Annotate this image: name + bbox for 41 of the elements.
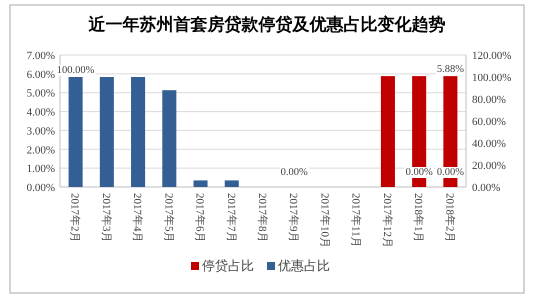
chart-title: 近一年苏州首套房贷款停贷及优惠占比变化趋势	[88, 15, 446, 34]
x-tick-label: 2018年1月	[412, 193, 424, 242]
bar	[100, 77, 114, 187]
bar	[131, 77, 146, 187]
x-tick-label: 2017年4月	[131, 193, 144, 242]
y-tick-label: 1.00%	[26, 163, 55, 176]
data-label: 0.00%	[436, 167, 464, 178]
y2-tick-label: 100.00%	[472, 72, 512, 84]
x-tick-label: 2017年11月	[350, 193, 362, 248]
y2-tick-label: 40.00%	[472, 138, 506, 150]
data-label: 0.00%	[280, 167, 308, 178]
bar	[194, 180, 208, 187]
y2-tick-label: 0.00%	[472, 182, 500, 194]
bar	[224, 180, 239, 187]
x-tick-label: 2017年7月	[224, 193, 237, 242]
data-label: 5.88%	[436, 64, 464, 76]
y-tick-label: 2.00%	[26, 144, 55, 156]
y-tick-label: 6.00%	[26, 68, 55, 81]
x-tick-label: 2017年6月	[194, 193, 206, 242]
y-tick-label: 7.00%	[26, 50, 55, 62]
y2-tick-label: 120.00%	[472, 50, 512, 62]
y2-tick-label: 20.00%	[472, 160, 506, 172]
x-tick-label: 2017年5月	[162, 193, 174, 242]
x-tick-label: 2017年8月	[256, 193, 268, 242]
y-tick-label: 5.00%	[26, 88, 55, 100]
bar	[162, 90, 176, 187]
y-tick-label: 0.00%	[26, 182, 55, 194]
x-tick-label: 2017年9月	[287, 193, 300, 242]
data-label: 0.00%	[406, 167, 433, 178]
y-tick-label: 4.00%	[26, 106, 55, 119]
x-tick-label: 2017年12月	[380, 193, 393, 248]
data-label: 100.00%	[56, 65, 95, 76]
x-tick-label: 2018年2月	[443, 193, 456, 242]
legend-label: 优惠占比	[278, 258, 330, 273]
x-tick-label: 2017年3月	[100, 193, 112, 242]
legend-label: 停贷占比	[202, 258, 254, 273]
x-tick-label: 2017年2月	[68, 193, 81, 242]
y2-tick-label: 80.00%	[472, 94, 506, 106]
y-tick-label: 3.00%	[26, 125, 55, 138]
y2-tick-label: 60.00%	[472, 116, 506, 128]
x-tick-label: 2017年10月	[318, 193, 330, 248]
